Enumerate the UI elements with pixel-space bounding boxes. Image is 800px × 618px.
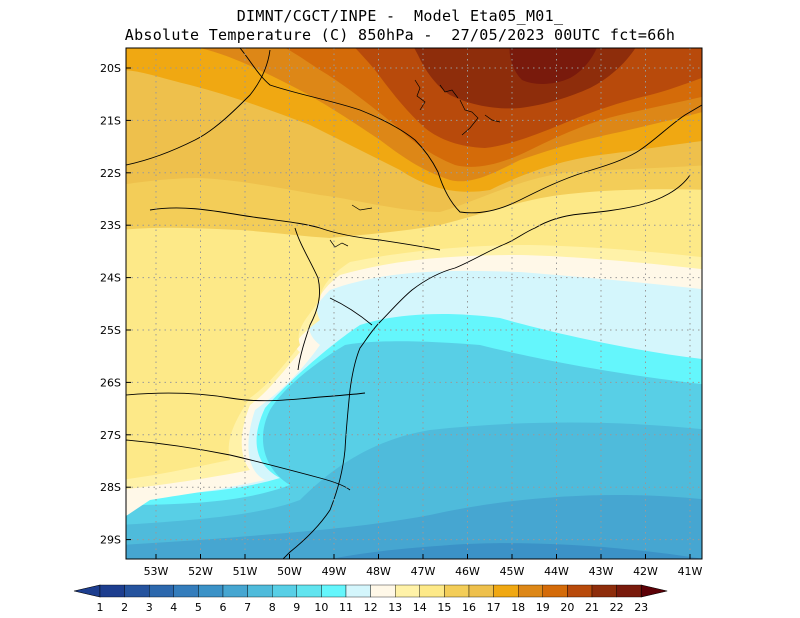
colorbar-swatch-7 <box>247 584 273 598</box>
colorbar-swatch-14 <box>419 584 445 598</box>
colorbar-label-2: 2 <box>121 601 128 614</box>
lat-label-29S: 29S <box>100 534 121 547</box>
map-subtitle: Absolute Temperature (C) 850hPa - 27/05/… <box>124 26 676 44</box>
colorbar-arrow-low <box>73 584 101 598</box>
colorbar-swatch-21 <box>591 584 617 598</box>
colorbar-swatch-3 <box>148 584 174 598</box>
colorbar-label-17: 17 <box>487 601 501 614</box>
lon-label-46W: 46W <box>455 565 480 578</box>
temperature-field <box>126 48 702 559</box>
colorbar-label-12: 12 <box>364 601 378 614</box>
colorbar-swatch-15 <box>444 584 470 598</box>
colorbar-swatch-17 <box>493 584 519 598</box>
colorbar-swatch-8 <box>272 584 298 598</box>
colorbar-swatch-1 <box>99 584 125 598</box>
lon-label-51W: 51W <box>233 565 258 578</box>
colorbar-arrow-high <box>640 584 668 598</box>
lon-label-44W: 44W <box>544 565 569 578</box>
lon-label-42W: 42W <box>633 565 658 578</box>
colorbar-swatch-16 <box>468 584 494 598</box>
lat-label-27S: 27S <box>100 429 121 442</box>
colorbar-swatch-11 <box>345 584 371 598</box>
colorbar-swatch-22 <box>616 584 642 598</box>
lat-label-22S: 22S <box>100 167 121 180</box>
colorbar-label-1: 1 <box>97 601 104 614</box>
lat-label-25S: 25S <box>100 324 121 337</box>
lat-label-21S: 21S <box>100 114 121 127</box>
lon-label-48W: 48W <box>366 565 391 578</box>
colorbar: 1 2 3 4 5 6 7 8 9 10 11 12 13 14 15 16 17 18 19 20 21 22 23 <box>73 584 668 614</box>
colorbar-label-14: 14 <box>413 601 427 614</box>
colorbar-swatch-18 <box>518 584 544 598</box>
colorbar-label-16: 16 <box>462 601 476 614</box>
colorbar-label-11: 11 <box>339 601 353 614</box>
colorbar-label-19: 19 <box>536 601 550 614</box>
axis-ticks <box>126 67 691 559</box>
lon-label-49W: 49W <box>322 565 347 578</box>
colorbar-label-22: 22 <box>610 601 624 614</box>
colorbar-label-15: 15 <box>437 601 451 614</box>
lon-label-50W: 50W <box>277 565 302 578</box>
lat-label-24S: 24S <box>100 272 121 285</box>
colorbar-label-4: 4 <box>170 601 177 614</box>
state-border-pr-sp <box>149 207 441 251</box>
colorbar-swatch-5 <box>198 584 224 598</box>
reservoirs <box>329 79 501 248</box>
river-parana <box>294 227 321 371</box>
colorbar-label-21: 21 <box>585 601 599 614</box>
colorbar-swatch-10 <box>321 584 347 598</box>
colorbar-label-8: 8 <box>269 601 276 614</box>
graticule <box>126 48 702 559</box>
state-border-sc-rs <box>126 439 351 491</box>
colorbar-swatch-12 <box>370 584 396 598</box>
lon-label-45W: 45W <box>500 565 525 578</box>
colorbar-label-18: 18 <box>511 601 525 614</box>
colorbar-swatch-13 <box>395 584 421 598</box>
colorbar-label-3: 3 <box>146 601 153 614</box>
colorbar-label-13: 13 <box>388 601 402 614</box>
colorbar-label-7: 7 <box>244 601 251 614</box>
lon-label-52W: 52W <box>188 565 213 578</box>
lon-label-41W: 41W <box>678 565 703 578</box>
colorbar-swatch-20 <box>567 584 593 598</box>
river-parana-east <box>329 297 373 326</box>
longitude-labels: 53W 52W 51W 50W 49W 48W 47W 46W 45W 44W 43W 42W 41W <box>144 565 703 578</box>
coastline <box>282 174 691 559</box>
lat-label-20S: 20S <box>100 62 121 75</box>
band-land-21 <box>509 48 597 84</box>
coastline-borders <box>126 48 702 559</box>
colorbar-label-9: 9 <box>293 601 300 614</box>
lat-label-26S: 26S <box>100 376 121 389</box>
colorbar-label-10: 10 <box>314 601 328 614</box>
colorbar-swatch-19 <box>542 584 568 598</box>
colorbar-label-6: 6 <box>220 601 227 614</box>
colorbar-swatch-2 <box>124 584 150 598</box>
colorbar-swatch-9 <box>296 584 322 598</box>
lon-label-53W: 53W <box>144 565 169 578</box>
lat-label-23S: 23S <box>100 219 121 232</box>
lon-label-47W: 47W <box>411 565 436 578</box>
state-border-sp-mg <box>239 48 702 214</box>
state-border-pr-sc <box>126 392 366 402</box>
state-border-ms-sp <box>126 49 271 166</box>
map-frame <box>125 47 703 560</box>
colorbar-label-5: 5 <box>195 601 202 614</box>
colorbar-swatch-6 <box>222 584 248 598</box>
colorbar-label-20: 20 <box>560 601 574 614</box>
map-title: DIMNT/CGCT/INPE - Model Eta05_M01_ <box>236 7 564 25</box>
colorbar-label-23: 23 <box>634 601 648 614</box>
colorbar-swatch-4 <box>173 584 199 598</box>
lon-label-43W: 43W <box>589 565 614 578</box>
lat-label-28S: 28S <box>100 481 121 494</box>
latitude-labels: 20S 21S 22S 23S 24S 25S 26S 27S 28S 29S <box>100 62 121 547</box>
